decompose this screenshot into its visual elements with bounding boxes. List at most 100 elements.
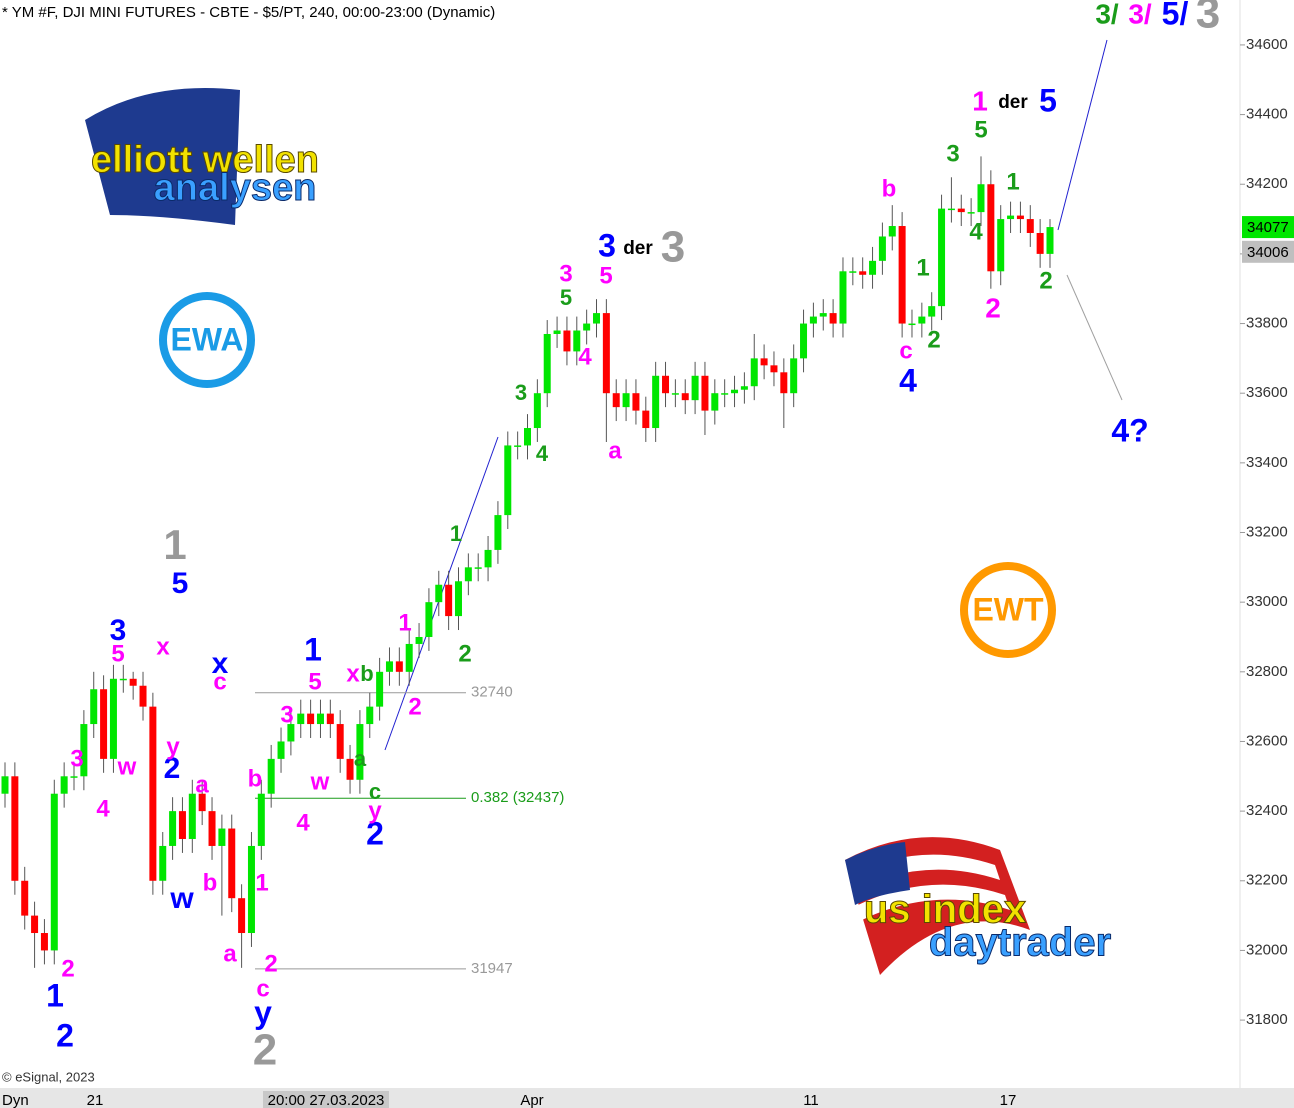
candle-body [888, 226, 896, 237]
candle-body [987, 184, 995, 272]
ewt-logo: EWT [960, 562, 1056, 658]
candle-body [770, 365, 778, 373]
candle-body [188, 793, 196, 839]
wave-label: w [117, 753, 137, 780]
wave-label: 5 [308, 668, 321, 695]
wave-label: 3 [559, 260, 572, 287]
logo-text: EWA [171, 321, 244, 357]
candle-body [425, 602, 433, 637]
wave-label: c [213, 668, 226, 695]
candle-body [119, 678, 127, 681]
candle-body [257, 793, 265, 846]
wave-label: x [212, 647, 229, 680]
candle-body [356, 724, 364, 780]
candle-body [524, 428, 531, 446]
logo-text: analysen [154, 167, 317, 209]
candle-body [405, 643, 413, 672]
candle-body [346, 758, 354, 780]
candle-body [159, 845, 167, 881]
price-tag-label: 34077 [1247, 219, 1289, 236]
candle-body [21, 880, 29, 916]
candle-body [859, 271, 867, 275]
y-tick-label: 32600 [1246, 732, 1288, 749]
candle-body [1026, 219, 1034, 233]
candle-body [435, 584, 443, 603]
y-tick-label: 34200 [1246, 175, 1288, 192]
wave-label: a [354, 746, 367, 771]
candle-body [967, 212, 975, 214]
wave-label: 2 [366, 815, 384, 851]
candle-body [938, 208, 946, 307]
candle-body [760, 358, 768, 366]
wave-label: 2 [61, 955, 74, 982]
y-tick-label: 34400 [1246, 106, 1288, 123]
wave-label: der [623, 238, 653, 259]
wave-label: 3/ [1095, 0, 1119, 29]
wave-label: 4? [1111, 412, 1148, 448]
candle-body [701, 375, 709, 411]
wave-label: 1 [46, 977, 64, 1013]
ewa-logo: EWA [159, 292, 255, 388]
candle-body [681, 393, 689, 401]
x-tick-label: Dyn [2, 1092, 29, 1108]
y-tick-label: 34600 [1246, 36, 1288, 53]
wave-label: 3 [70, 745, 83, 772]
level-label: 0.382 (32437) [471, 789, 564, 806]
logo-circle [159, 292, 255, 388]
candle-body [31, 915, 39, 934]
wave-label: 2 [408, 693, 421, 720]
candle-body [247, 845, 255, 934]
candle-body [80, 724, 88, 777]
wave-label: c [899, 337, 912, 364]
wave-label: 5 [172, 567, 189, 600]
wave-label: 1 [450, 521, 462, 546]
wave-label: 3/ [1128, 0, 1152, 29]
logo-text: EWT [972, 591, 1044, 627]
wave-label: c [369, 779, 381, 804]
wave-label: 4 [296, 809, 310, 836]
logo-circle [960, 562, 1056, 658]
candle-body [839, 271, 847, 324]
candle-body [947, 208, 955, 211]
wave-label: 3 [946, 140, 959, 167]
candle-body [464, 567, 472, 582]
wave-label: 2 [264, 950, 277, 977]
candle-body [711, 393, 719, 411]
wave-label: 5 [560, 285, 572, 310]
wave-label: 1 [163, 521, 186, 568]
x-cursor-box [263, 1091, 389, 1108]
candle-body [50, 793, 58, 951]
candle-body [800, 323, 808, 359]
logo-text: daytrader [929, 921, 1111, 965]
price-tag-label: 34006 [1247, 244, 1289, 261]
candle-body [750, 358, 758, 387]
wave-label: 3 [110, 614, 127, 647]
x-tick-label: 17 [1000, 1092, 1017, 1108]
wave-label: 4 [536, 441, 549, 466]
candle-body [869, 260, 877, 275]
wave-label: 1 [972, 85, 988, 116]
candle-body [90, 689, 98, 725]
candle-body [445, 584, 453, 617]
logo-stripe [858, 884, 1010, 920]
candle-body [504, 445, 512, 516]
y-tick-label: 33200 [1246, 523, 1288, 540]
candle-body [740, 386, 748, 390]
wave-label: 5 [111, 640, 124, 667]
candle-body [780, 372, 788, 394]
wave-label: 5 [599, 262, 612, 289]
wave-label: 2 [927, 326, 940, 353]
candle-body [543, 333, 551, 394]
candle-body [139, 685, 147, 707]
level-label: 32740 [471, 684, 513, 701]
wave-label: 4 [969, 218, 983, 245]
candle-body [385, 661, 393, 672]
chart-title: * YM #F, DJI MINI FUTURES - CBTE - $5/PT… [2, 4, 495, 21]
candle-body [474, 567, 482, 569]
candle-body [583, 323, 591, 331]
y-tick-label: 32000 [1246, 941, 1288, 958]
wave-label: 1 [398, 609, 411, 636]
y-tick-label: 33800 [1246, 315, 1288, 332]
